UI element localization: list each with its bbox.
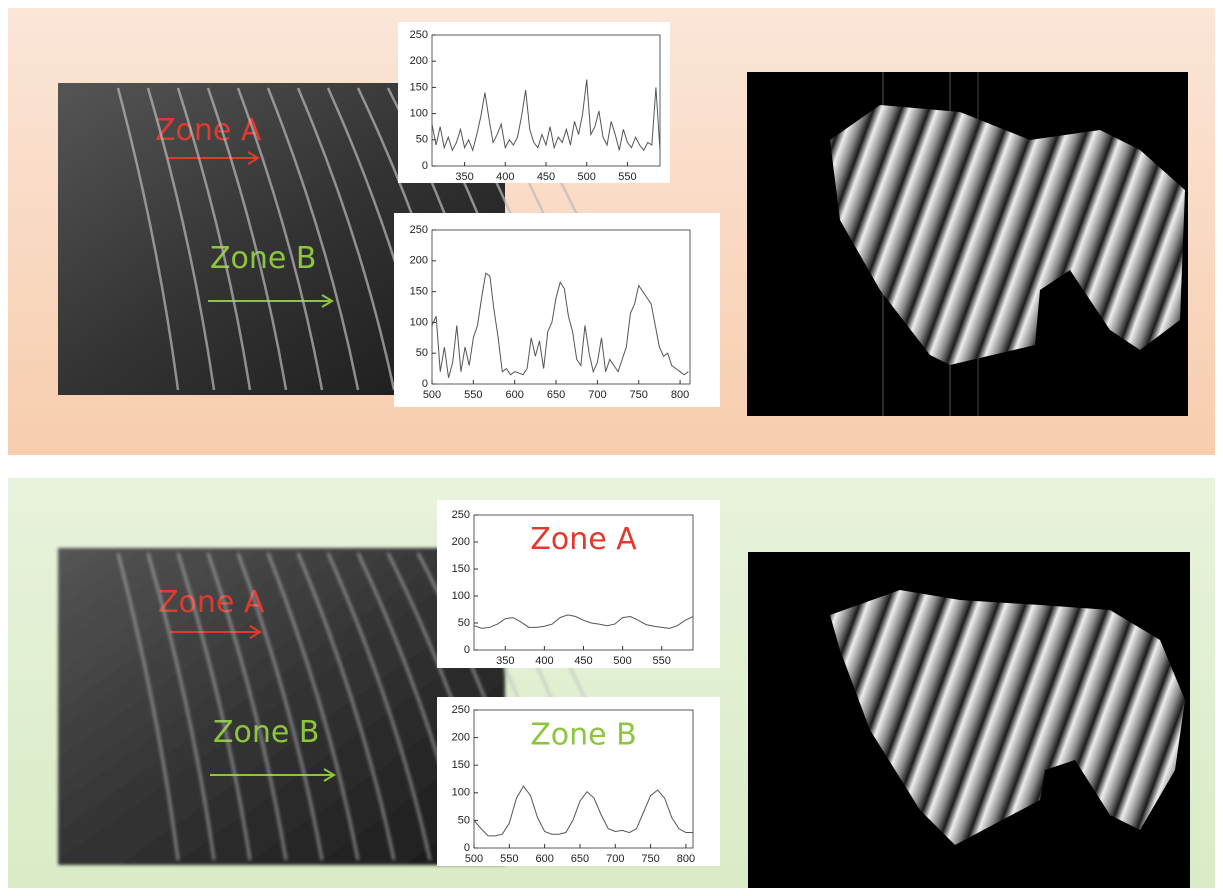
x-tick-label: 350: [496, 655, 514, 667]
x-tick-label: 800: [677, 853, 695, 865]
x-tick-label: 650: [571, 853, 589, 865]
zone-label: Zone A: [158, 585, 265, 620]
zone-label: Zone B: [210, 241, 317, 276]
x-tick-label: 700: [588, 389, 606, 401]
y-tick-label: 250: [452, 704, 470, 716]
x-tick-label: 550: [464, 389, 482, 401]
x-tick-label: 700: [606, 853, 624, 865]
x-tick-label: 800: [671, 389, 689, 401]
y-tick-label: 200: [452, 732, 470, 744]
chart-box: [398, 22, 670, 183]
y-tick-label: 200: [410, 55, 428, 67]
x-tick-label: 600: [506, 389, 524, 401]
y-tick-label: 50: [458, 617, 470, 629]
x-tick-label: 600: [535, 853, 553, 865]
y-tick-label: 0: [464, 644, 470, 656]
zone-label: Zone A: [155, 113, 262, 148]
y-tick-label: 100: [452, 787, 470, 799]
x-tick-label: 750: [641, 853, 659, 865]
x-tick-label: 450: [537, 171, 555, 183]
y-tick-label: 100: [410, 316, 428, 328]
chart-title: Zone B: [530, 718, 637, 753]
x-tick-label: 350: [455, 171, 473, 183]
x-tick-label: 500: [465, 853, 483, 865]
chart-title: Zone A: [530, 522, 637, 557]
x-tick-label: 750: [630, 389, 648, 401]
x-tick-label: 450: [574, 655, 592, 667]
y-tick-label: 250: [410, 224, 428, 236]
y-tick-label: 250: [452, 509, 470, 521]
x-tick-label: 550: [500, 853, 518, 865]
line-chart: 0 50 100 150 200 250 350 400 450 500 550 Zone A: [437, 500, 720, 668]
x-tick-label: 550: [618, 171, 636, 183]
y-tick-label: 150: [410, 286, 428, 298]
y-tick-label: 150: [452, 563, 470, 575]
y-tick-label: 150: [452, 759, 470, 771]
y-tick-label: 250: [410, 29, 428, 41]
y-tick-label: 50: [416, 134, 428, 146]
x-tick-label: 650: [547, 389, 565, 401]
y-tick-label: 50: [416, 347, 428, 359]
figure: Zone A Zone B Zone A Zone B 0 50 100 150 200…: [0, 0, 1223, 896]
y-tick-label: 0: [422, 160, 428, 172]
x-tick-label: 500: [578, 171, 596, 183]
chart-box: [394, 213, 720, 407]
y-tick-label: 50: [458, 814, 470, 826]
render-3d: [747, 72, 1188, 416]
y-tick-label: 100: [410, 108, 428, 120]
render-3d: [748, 552, 1190, 888]
x-tick-label: 500: [613, 655, 631, 667]
x-tick-label: 550: [653, 655, 671, 667]
y-tick-label: 100: [452, 590, 470, 602]
x-tick-label: 400: [496, 171, 514, 183]
x-tick-label: 500: [423, 389, 441, 401]
y-tick-label: 150: [410, 81, 428, 93]
y-tick-label: 200: [410, 255, 428, 267]
y-tick-label: 200: [452, 536, 470, 548]
x-tick-label: 400: [535, 655, 553, 667]
line-chart: 0 50 100 150 200 250 350 400 450 500 550: [398, 22, 670, 183]
